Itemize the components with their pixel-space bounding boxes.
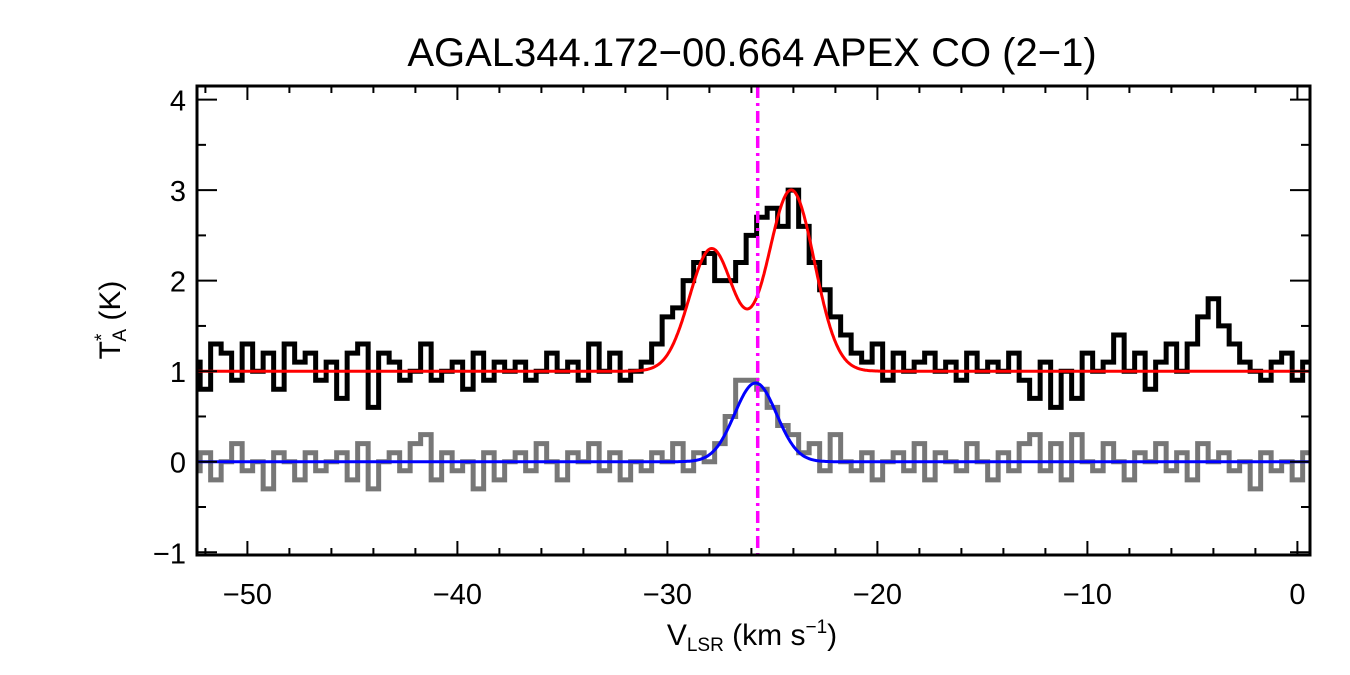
x-tick-label: −20 (853, 579, 902, 611)
plot-content (197, 86, 1310, 555)
x-tick-label: −10 (1063, 579, 1112, 611)
y-tick-label: 2 (170, 267, 186, 299)
y-axis-label: T*A (K) (92, 281, 131, 360)
x-tick-label: −30 (643, 579, 692, 611)
spectrum-line (197, 187, 1310, 410)
gaussian-fit-line (197, 188, 1310, 373)
y-tick-label: −1 (153, 538, 186, 570)
x-tick-label: −40 (433, 579, 482, 611)
x-axis-label: VLSR (km s−1) (667, 617, 837, 656)
plot-frame (195, 84, 1312, 557)
x-tick-label: −50 (223, 579, 272, 611)
residual-spectrum-line (197, 377, 1310, 492)
plot-area (197, 86, 1310, 555)
y-tick-label: 0 (170, 448, 186, 480)
y-tick-label: 3 (170, 176, 186, 208)
y-tick-label: 4 (170, 86, 186, 118)
x-tick-label: 0 (1289, 579, 1305, 611)
single-gaussian-fit-line (197, 381, 1310, 464)
chart-title: AGAL344.172−00.664 APEX CO (2−1) (407, 31, 1096, 75)
y-tick-label: 1 (170, 357, 186, 389)
